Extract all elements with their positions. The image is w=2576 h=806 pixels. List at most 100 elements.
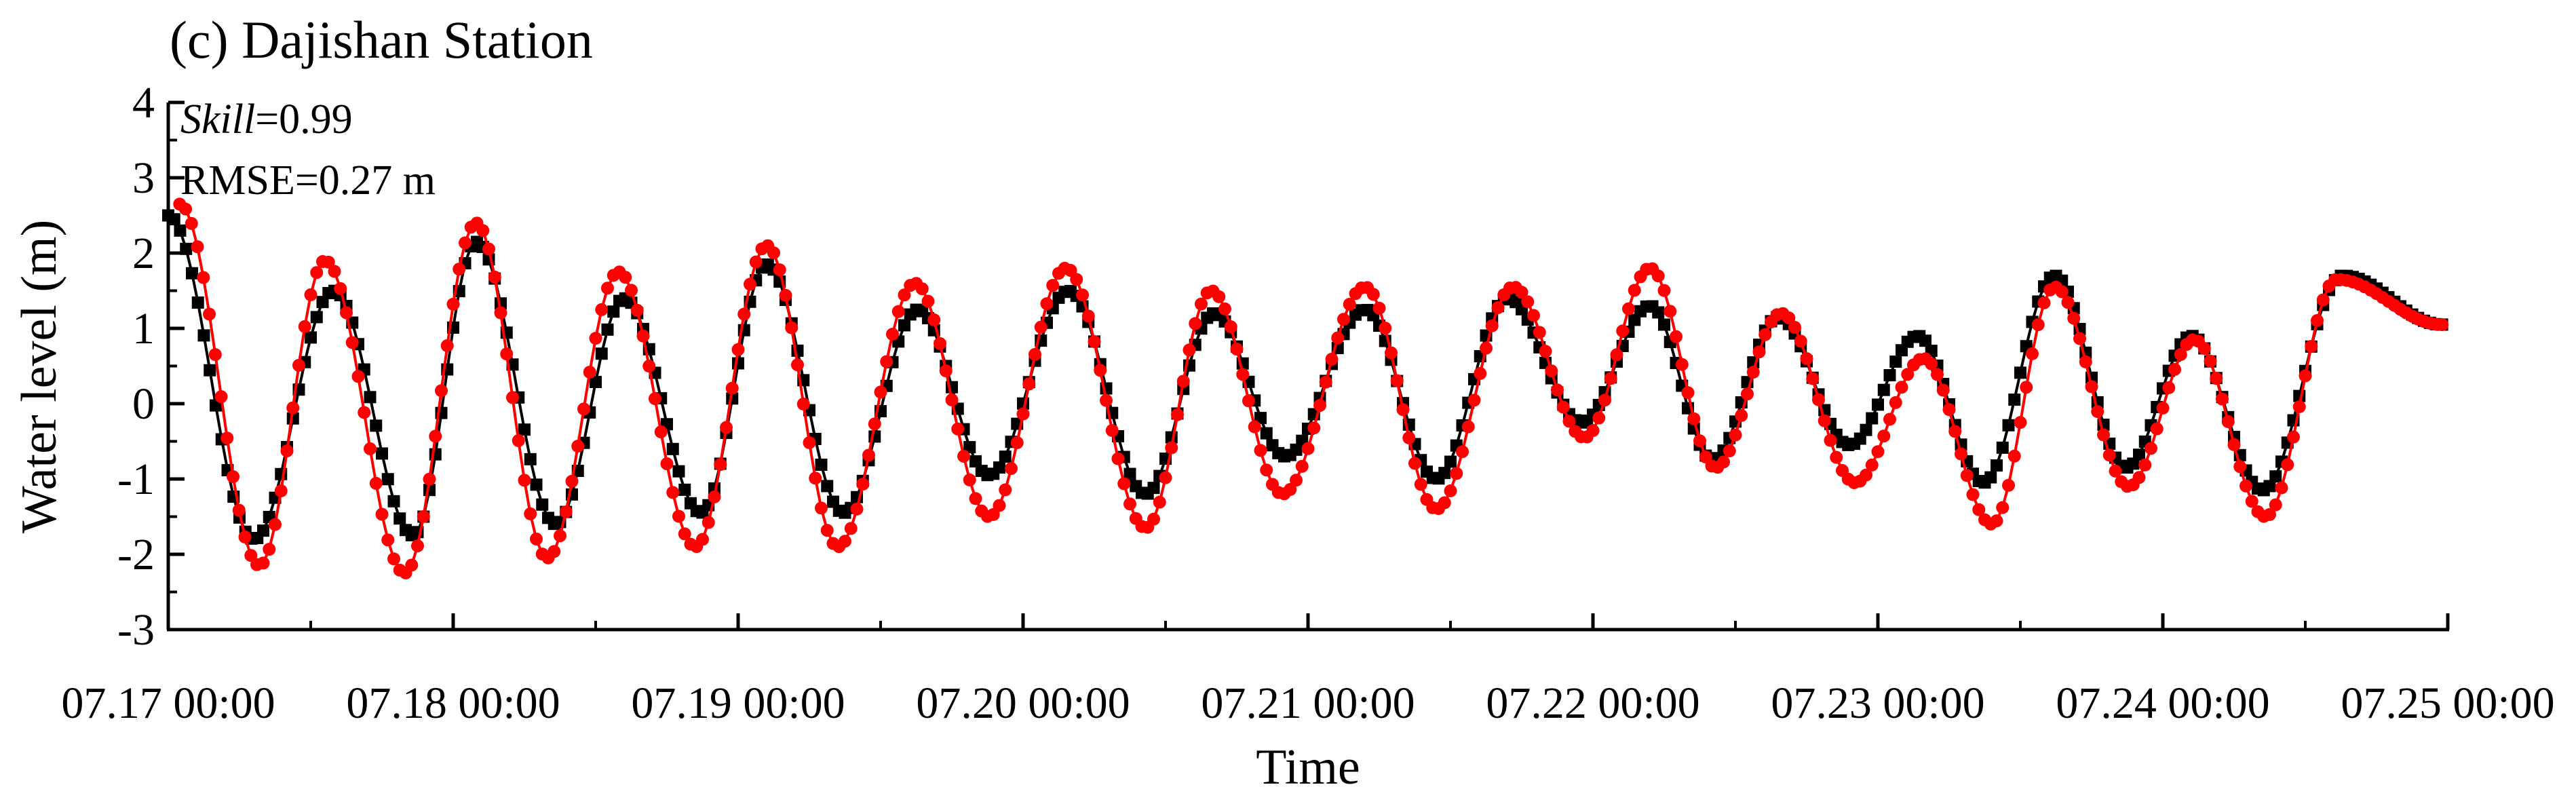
data-point bbox=[1016, 407, 1030, 421]
data-point bbox=[921, 294, 935, 308]
data-point bbox=[191, 296, 204, 309]
data-point bbox=[1467, 394, 1481, 407]
data-point bbox=[334, 282, 347, 295]
data-point bbox=[649, 392, 661, 406]
data-point bbox=[524, 453, 537, 465]
data-point bbox=[891, 305, 905, 318]
data-point bbox=[376, 447, 388, 460]
data-point bbox=[244, 549, 258, 562]
data-point bbox=[844, 522, 858, 535]
data-point bbox=[530, 532, 543, 545]
data-point bbox=[559, 505, 573, 518]
data-point bbox=[737, 307, 751, 321]
data-point bbox=[2269, 470, 2282, 483]
data-point bbox=[518, 474, 531, 487]
data-point bbox=[601, 282, 614, 295]
data-point bbox=[2002, 419, 2015, 431]
x-tick-label: 07.25 00:00 bbox=[2341, 678, 2554, 728]
data-point bbox=[590, 376, 602, 389]
data-point bbox=[435, 384, 448, 398]
data-point bbox=[654, 425, 668, 439]
data-point bbox=[1295, 459, 1309, 473]
data-point bbox=[1865, 458, 1879, 472]
data-point bbox=[238, 530, 252, 543]
data-point bbox=[815, 458, 828, 471]
data-point bbox=[1337, 313, 1350, 326]
data-point bbox=[809, 472, 822, 485]
x-tick-label: 07.22 00:00 bbox=[1486, 678, 1699, 728]
data-point bbox=[417, 510, 430, 523]
data-point bbox=[1290, 474, 1303, 487]
data-point bbox=[1319, 375, 1332, 389]
data-point bbox=[1491, 301, 1505, 314]
data-point bbox=[583, 366, 596, 379]
data-point bbox=[1866, 412, 1879, 425]
data-point bbox=[1212, 290, 1226, 303]
data-point bbox=[595, 347, 608, 360]
data-point bbox=[381, 473, 394, 486]
data-point bbox=[345, 336, 359, 349]
data-point bbox=[957, 449, 970, 463]
data-point bbox=[1901, 368, 1915, 381]
y-axis-label: Water level (m) bbox=[12, 220, 67, 533]
data-point bbox=[1877, 429, 1891, 443]
data-point bbox=[2055, 285, 2069, 299]
data-point bbox=[1966, 488, 1980, 501]
data-point bbox=[821, 480, 834, 493]
series-2 bbox=[173, 197, 2449, 580]
data-point bbox=[1390, 374, 1404, 387]
data-point bbox=[731, 343, 745, 356]
skill-annotation: Skill=0.99 bbox=[180, 96, 353, 142]
data-point bbox=[1551, 383, 1564, 397]
data-point bbox=[850, 502, 864, 516]
data-point bbox=[518, 423, 531, 436]
data-point bbox=[257, 524, 269, 537]
data-point bbox=[666, 442, 679, 455]
data-point bbox=[405, 558, 419, 572]
data-point bbox=[1889, 396, 1902, 409]
y-tick-label: -3 bbox=[117, 605, 155, 655]
data-point bbox=[1729, 428, 1742, 442]
data-point bbox=[1379, 322, 1392, 335]
data-point bbox=[1990, 514, 2003, 528]
data-point bbox=[886, 328, 899, 341]
data-point bbox=[1088, 335, 1101, 349]
data-point bbox=[197, 329, 210, 342]
data-point bbox=[927, 313, 941, 327]
data-point bbox=[179, 202, 193, 216]
x-tick-label: 07.24 00:00 bbox=[2056, 678, 2269, 728]
data-point bbox=[1123, 467, 1136, 480]
data-point bbox=[678, 483, 691, 496]
data-point bbox=[506, 391, 519, 404]
data-point bbox=[678, 527, 691, 541]
data-point bbox=[934, 337, 946, 350]
data-point bbox=[2210, 372, 2223, 385]
data-point bbox=[304, 288, 318, 302]
data-point bbox=[269, 518, 282, 531]
data-point bbox=[1889, 356, 1902, 368]
data-point bbox=[1485, 319, 1499, 332]
data-point bbox=[2162, 381, 2176, 394]
data-point bbox=[1254, 444, 1267, 457]
data-point bbox=[1366, 288, 1380, 301]
data-point bbox=[1117, 477, 1131, 491]
data-point bbox=[1883, 412, 1896, 426]
data-point bbox=[969, 492, 982, 505]
data-point bbox=[1723, 444, 1736, 458]
data-point bbox=[1248, 420, 1261, 434]
data-point bbox=[2097, 428, 2110, 442]
data-point bbox=[1153, 495, 1166, 509]
data-point bbox=[1260, 463, 1273, 477]
data-point bbox=[1942, 403, 1956, 417]
data-point bbox=[2073, 332, 2086, 345]
data-point bbox=[387, 552, 400, 566]
data-point bbox=[1147, 482, 1160, 495]
data-point bbox=[1545, 364, 1558, 378]
data-point bbox=[2287, 430, 2300, 444]
data-point bbox=[393, 512, 406, 525]
data-point bbox=[168, 213, 180, 226]
data-point bbox=[630, 303, 644, 317]
data-point bbox=[2233, 460, 2247, 474]
series-1 bbox=[162, 209, 2448, 545]
data-point bbox=[2061, 296, 2075, 309]
